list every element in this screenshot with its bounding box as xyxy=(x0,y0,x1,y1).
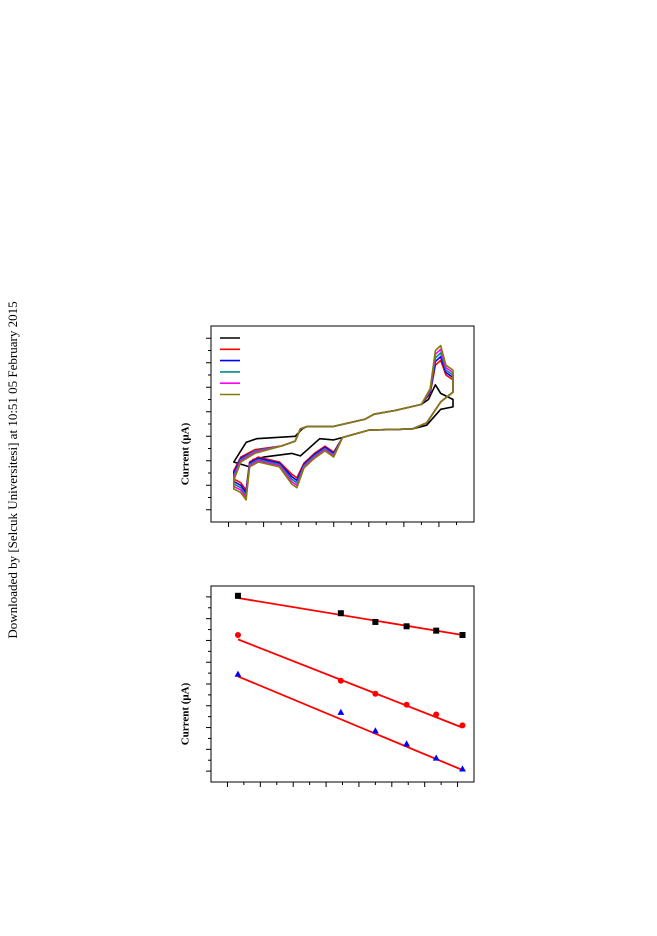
fit-line xyxy=(237,638,463,729)
data-point xyxy=(459,632,466,638)
y-axis-label: Current (μA) xyxy=(180,422,192,485)
data-point xyxy=(234,670,242,677)
data-point xyxy=(433,711,440,718)
fit-line xyxy=(237,597,463,636)
data-point xyxy=(337,708,345,715)
data-point xyxy=(459,765,466,772)
data-point xyxy=(234,632,241,638)
data-point xyxy=(403,740,411,747)
data-point xyxy=(403,701,410,708)
data-point xyxy=(432,754,440,761)
data-point xyxy=(403,623,410,630)
fit-line xyxy=(237,675,463,771)
data-point xyxy=(433,627,440,634)
data-point xyxy=(371,727,379,734)
data-point xyxy=(234,592,241,599)
data-point xyxy=(372,618,379,625)
download-watermark: Downloaded by [Selcuk Universitesi] at 1… xyxy=(5,301,20,638)
data-point xyxy=(459,722,466,729)
cv-curve xyxy=(233,344,454,501)
data-point xyxy=(337,610,344,617)
y-axis-label: Current (μA) xyxy=(180,682,192,745)
data-point xyxy=(337,677,344,684)
data-point xyxy=(372,690,379,697)
